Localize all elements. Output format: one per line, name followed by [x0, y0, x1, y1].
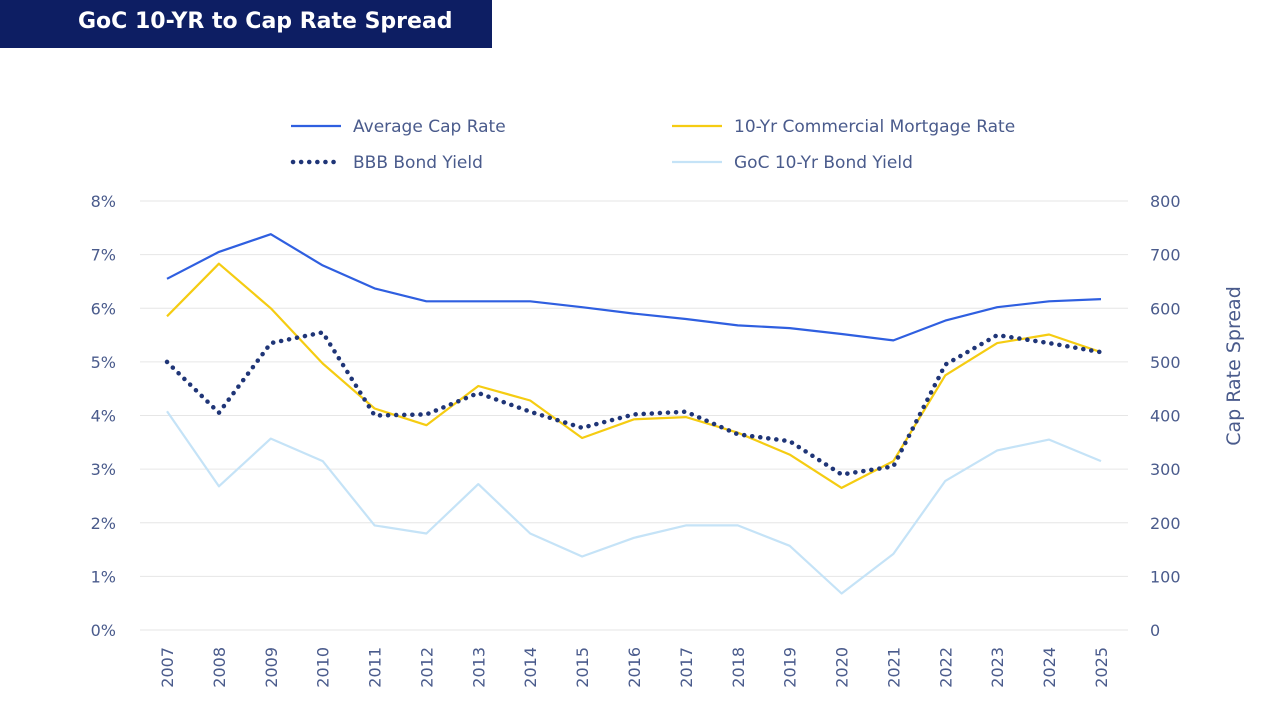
- right-tick-label: 200: [1150, 514, 1181, 533]
- x-tick-label: 2020: [833, 647, 852, 688]
- x-tick-label: 2023: [988, 647, 1007, 688]
- right-tick-label: 500: [1150, 353, 1181, 372]
- series-line-3: [166, 410, 1102, 595]
- left-tick-label: 0%: [91, 621, 116, 640]
- x-tick-label: 2009: [262, 647, 281, 688]
- legend-label: 10-Yr Commercial Mortgage Rate: [734, 117, 1015, 137]
- x-tick-label: 2015: [573, 647, 592, 688]
- series-line-1: [166, 262, 1102, 489]
- x-tick-label: 2019: [781, 647, 800, 688]
- right-tick-label: 400: [1150, 407, 1181, 426]
- right-tick-label: 100: [1150, 567, 1181, 586]
- x-tick-label: 2024: [1040, 647, 1059, 688]
- legend-label: Average Cap Rate: [353, 117, 506, 137]
- x-tick-label: 2011: [366, 647, 385, 688]
- x-tick-label: 2017: [677, 647, 696, 688]
- x-tick-label: 2010: [314, 647, 333, 688]
- left-tick-label: 5%: [91, 353, 116, 372]
- series-line-0: [166, 233, 1102, 342]
- left-tick-label: 4%: [91, 407, 116, 426]
- x-tick-label: 2013: [469, 647, 488, 688]
- x-tick-label: 2025: [1092, 647, 1111, 688]
- legend-label: GoC 10-Yr Bond Yield: [734, 153, 913, 173]
- legend-label: BBB Bond Yield: [353, 153, 483, 173]
- left-tick-label: 3%: [91, 460, 116, 479]
- left-tick-label: 6%: [91, 299, 116, 318]
- right-axis-ticks: 0 100 200 300 400 500 600 700 800: [1150, 192, 1181, 640]
- series-line-2: [164, 330, 1104, 477]
- x-axis-ticks: 2007 2008 2009 2010 2011 2012 2013 2014 2015 2016…: [158, 647, 1111, 688]
- right-tick-label: 600: [1150, 299, 1181, 318]
- x-tick-label: 2012: [417, 647, 436, 688]
- x-tick-label: 2016: [625, 647, 644, 688]
- right-tick-label: 300: [1150, 460, 1181, 479]
- chart-title: GoC 10-YR to Cap Rate Spread: [78, 9, 453, 34]
- right-axis-title: Cap Rate Spread: [1223, 286, 1245, 446]
- x-tick-label: 2014: [521, 647, 540, 688]
- right-tick-label: 0: [1150, 621, 1160, 640]
- left-tick-label: 1%: [91, 567, 116, 586]
- legend: Average Cap Rate 10-Yr Commercial Mortgag…: [290, 117, 1015, 173]
- left-tick-label: 8%: [91, 192, 116, 211]
- left-axis-ticks: 0% 1% 2% 3% 4% 5% 6% 7% 8%: [91, 192, 116, 640]
- series-lines: [164, 233, 1104, 595]
- x-tick-label: 2007: [158, 647, 177, 688]
- right-tick-label: 700: [1150, 246, 1181, 265]
- x-tick-label: 2018: [729, 647, 748, 688]
- left-tick-label: 7%: [91, 246, 116, 265]
- chart-title-banner: GoC 10-YR to Cap Rate Spread: [0, 0, 492, 48]
- left-tick-label: 2%: [91, 514, 116, 533]
- x-tick-label: 2021: [884, 647, 903, 688]
- x-tick-label: 2022: [936, 647, 955, 688]
- right-tick-label: 800: [1150, 192, 1181, 211]
- x-tick-label: 2008: [210, 647, 229, 688]
